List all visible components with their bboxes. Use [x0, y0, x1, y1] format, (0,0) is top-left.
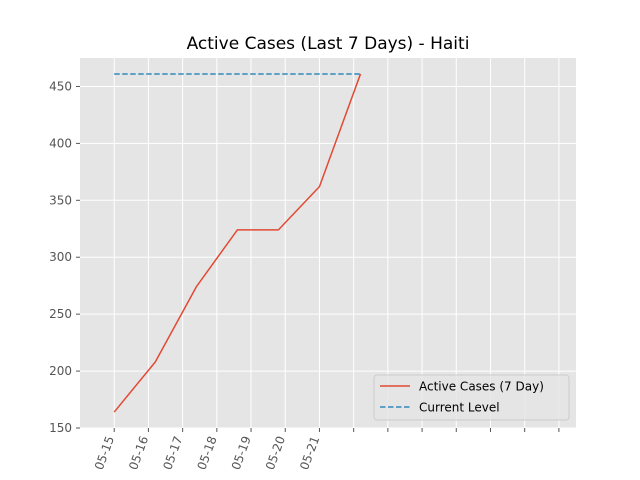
legend-label-current-level: Current Level: [419, 401, 500, 415]
y-tick-label: 400: [49, 136, 72, 150]
x-tick-label: 05-15: [92, 434, 117, 472]
legend-box: [373, 374, 570, 421]
series-lines: [113, 73, 362, 413]
y-tick-label: 300: [49, 250, 72, 264]
legend-label-active-cases: Active Cases (7 Day): [419, 380, 544, 394]
chart-title: Active Cases (Last 7 Days) - Haiti: [187, 34, 470, 54]
x-tick-label: 05-20: [263, 434, 288, 472]
y-tick-label: 350: [49, 193, 72, 207]
y-tick-label: 200: [49, 364, 72, 378]
legend: Active Cases (7 Day) Current Level: [373, 374, 570, 421]
y-tick-label: 150: [49, 421, 72, 435]
x-tick-label: 05-19: [229, 434, 254, 472]
x-tick-label: 05-16: [126, 434, 151, 472]
grid-lines: [80, 58, 576, 429]
plot-area: [80, 58, 576, 428]
y-tick-label: 450: [49, 79, 72, 93]
y-tick-label: 250: [49, 307, 72, 321]
x-tick-label: 05-17: [160, 434, 185, 472]
x-tick-label: 05-18: [195, 434, 220, 472]
x-tick-label: 05-21: [297, 434, 322, 472]
